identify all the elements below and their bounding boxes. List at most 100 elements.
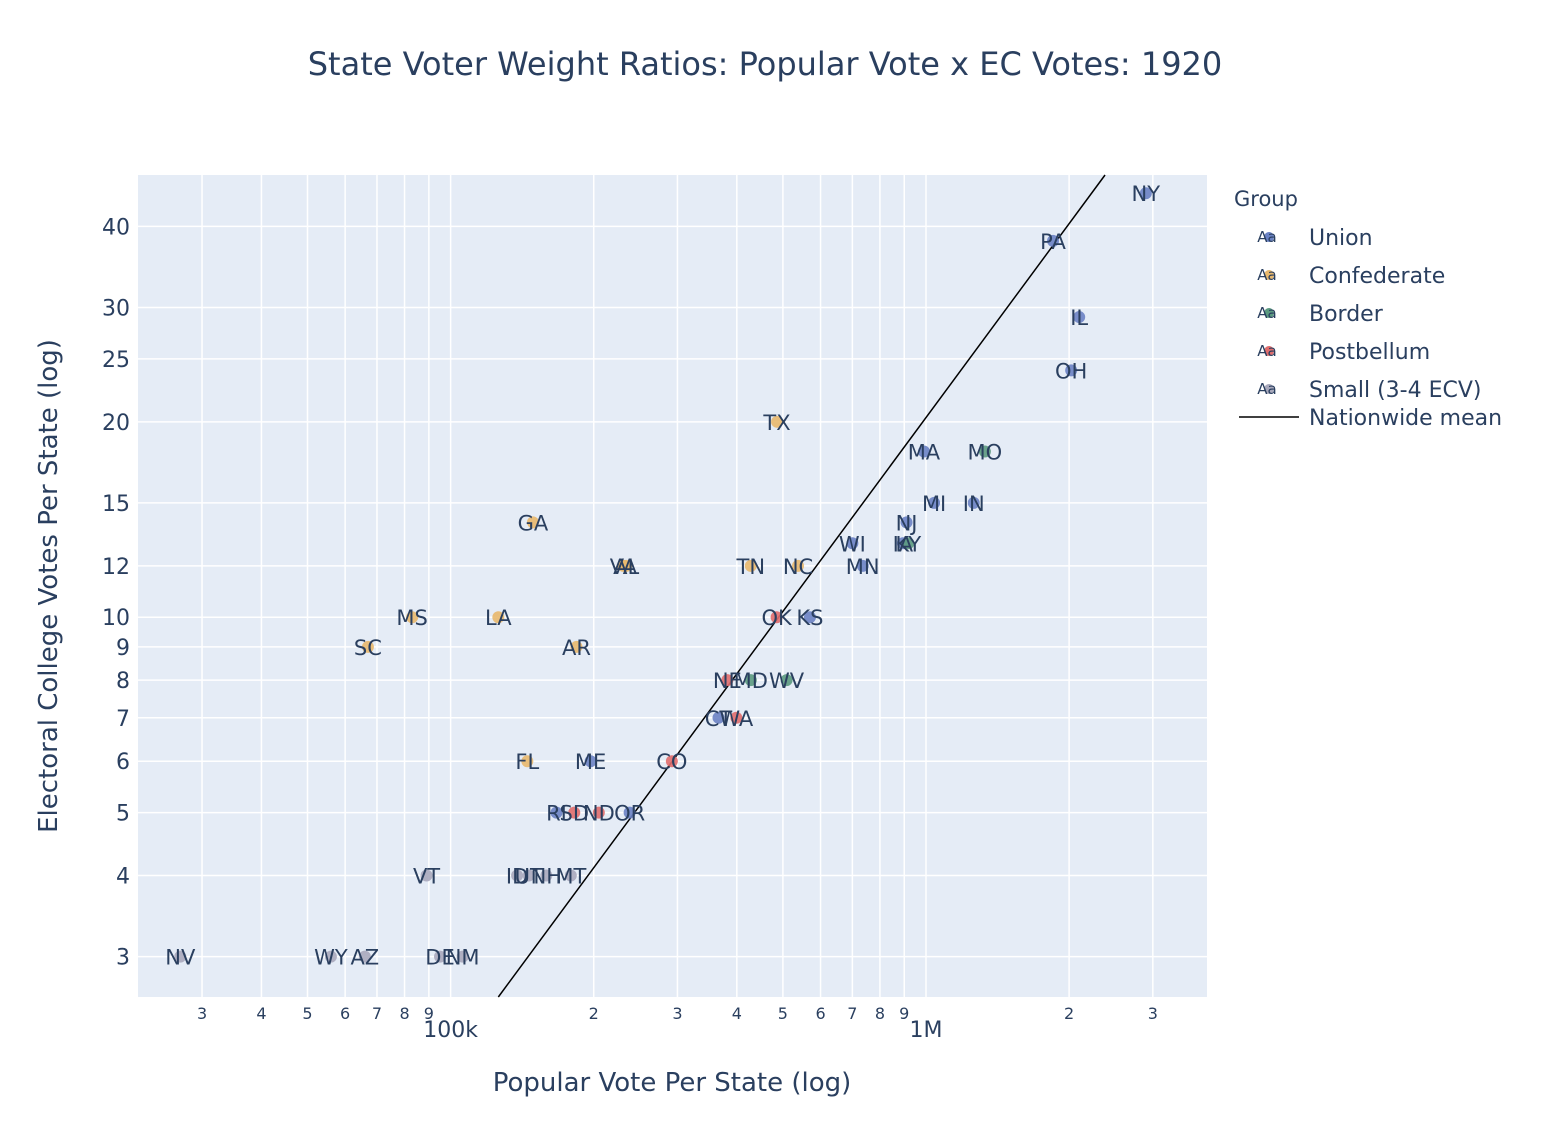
data-point xyxy=(712,711,725,724)
point-label: TN xyxy=(736,555,766,579)
y-axis-title: Electoral College Votes Per State (log) xyxy=(34,339,64,833)
data-point xyxy=(744,674,757,687)
point-label: WI xyxy=(839,532,866,556)
x-tick-label: 2 xyxy=(589,1004,599,1023)
data-point xyxy=(526,516,539,529)
point-label: IN xyxy=(963,492,985,516)
data-point xyxy=(730,711,743,724)
data-point xyxy=(928,496,941,509)
legend-item[interactable]: Nationwide mean xyxy=(1239,406,1502,431)
x-axis-title: Popular Vote Per State (log) xyxy=(493,1068,852,1098)
data-point xyxy=(792,559,805,572)
data-point xyxy=(511,869,524,882)
x-tick-label: 6 xyxy=(340,1004,350,1023)
x-tick-label: 4 xyxy=(256,1004,266,1023)
point-label: OR xyxy=(614,802,645,826)
point-label: MT xyxy=(555,865,586,889)
point-label: DE xyxy=(425,946,454,970)
legend-title: Group xyxy=(1234,187,1298,211)
legend-label: Nationwide mean xyxy=(1309,406,1502,431)
y-tick-label: 15 xyxy=(102,492,130,517)
legend-marker xyxy=(1264,384,1274,394)
x-tick-label: 3 xyxy=(1148,1004,1158,1023)
y-tick-label: 3 xyxy=(116,946,130,971)
data-point xyxy=(434,950,447,963)
point-label: NV xyxy=(165,946,196,970)
point-label: VA xyxy=(610,555,638,579)
data-point xyxy=(856,559,869,572)
y-tick-label: 8 xyxy=(116,669,130,694)
point-label: MA xyxy=(908,441,941,465)
data-point xyxy=(978,445,991,458)
x-tick-label: 5 xyxy=(778,1004,788,1023)
point-label: OK xyxy=(761,606,793,630)
data-point xyxy=(902,537,915,550)
reference-line-layer xyxy=(497,174,1106,998)
data-point xyxy=(324,950,337,963)
point-label: SC xyxy=(354,636,382,660)
point-label: GA xyxy=(518,511,549,535)
point-label: MI xyxy=(922,492,946,516)
point-label: NY xyxy=(1132,182,1161,206)
point-label: ME xyxy=(575,750,606,774)
point-label: ND xyxy=(583,802,615,826)
point-label: FL xyxy=(515,750,539,774)
plot-area xyxy=(138,175,1207,997)
point-label: NH xyxy=(531,865,563,889)
y-tick-label: 12 xyxy=(102,555,130,580)
data-point xyxy=(564,869,577,882)
y-tick-label: 20 xyxy=(102,411,130,436)
point-label: AR xyxy=(562,636,591,660)
legend-item[interactable]: Aa Border xyxy=(1257,302,1383,327)
legend-item[interactable]: Aa Postbellum xyxy=(1257,340,1430,365)
data-point xyxy=(1139,187,1152,200)
legend[interactable]: Group Aa Union Aa Confederate Aa Border Aa Post… xyxy=(1234,187,1502,431)
data-point xyxy=(570,640,583,653)
point-label: WA xyxy=(719,707,754,731)
point-label: NE xyxy=(713,669,742,693)
point-label: CO xyxy=(656,750,687,774)
data-point xyxy=(521,755,534,768)
data-point xyxy=(721,674,734,687)
y-tick-label: 10 xyxy=(102,606,130,631)
point-label: IL xyxy=(1070,306,1088,330)
data-point xyxy=(744,559,757,572)
point-label: MO xyxy=(968,441,1003,465)
y-tick-label: 30 xyxy=(102,297,130,322)
point-label: CT xyxy=(705,707,733,731)
point-label: TX xyxy=(762,411,790,435)
data-point xyxy=(358,950,371,963)
legend-label: Confederate xyxy=(1309,264,1445,289)
data-point xyxy=(406,611,419,624)
data-point xyxy=(492,611,505,624)
data-point xyxy=(846,537,859,550)
y-tick-label: 6 xyxy=(116,750,130,775)
data-points-layer: NY PA IL OH MA MI IN NJ WI IA MN KS CT ME OR RI TX GA TN NC… xyxy=(165,182,1160,969)
legend-item[interactable]: Aa Confederate xyxy=(1257,264,1445,289)
data-point xyxy=(780,674,793,687)
point-label: KS xyxy=(796,606,823,630)
data-point xyxy=(1073,311,1086,324)
x-tick-label: 2 xyxy=(1064,1004,1074,1023)
data-point xyxy=(540,869,553,882)
point-label: MN xyxy=(846,555,880,579)
data-point xyxy=(568,806,581,819)
gridlines xyxy=(138,175,1207,997)
x-tick-label: 9 xyxy=(424,1004,434,1023)
legend-marker xyxy=(1264,346,1274,356)
point-label: PA xyxy=(1040,230,1066,254)
point-label: LA xyxy=(485,606,512,630)
legend-item[interactable]: Aa Union xyxy=(1257,226,1372,251)
point-label: AL xyxy=(613,555,639,579)
x-tick-label: 4 xyxy=(732,1004,742,1023)
x-tick-label: 1M xyxy=(910,1018,943,1043)
point-label: OH xyxy=(1055,359,1087,383)
legend-symbol-text: Aa xyxy=(1257,228,1276,246)
legend-label: Border xyxy=(1309,302,1384,327)
legend-label: Postbellum xyxy=(1309,340,1430,365)
legend-item[interactable]: Aa Small (3-4 ECV) xyxy=(1257,378,1481,403)
point-label: VT xyxy=(413,865,440,889)
legend-symbol-text: Aa xyxy=(1257,266,1276,284)
